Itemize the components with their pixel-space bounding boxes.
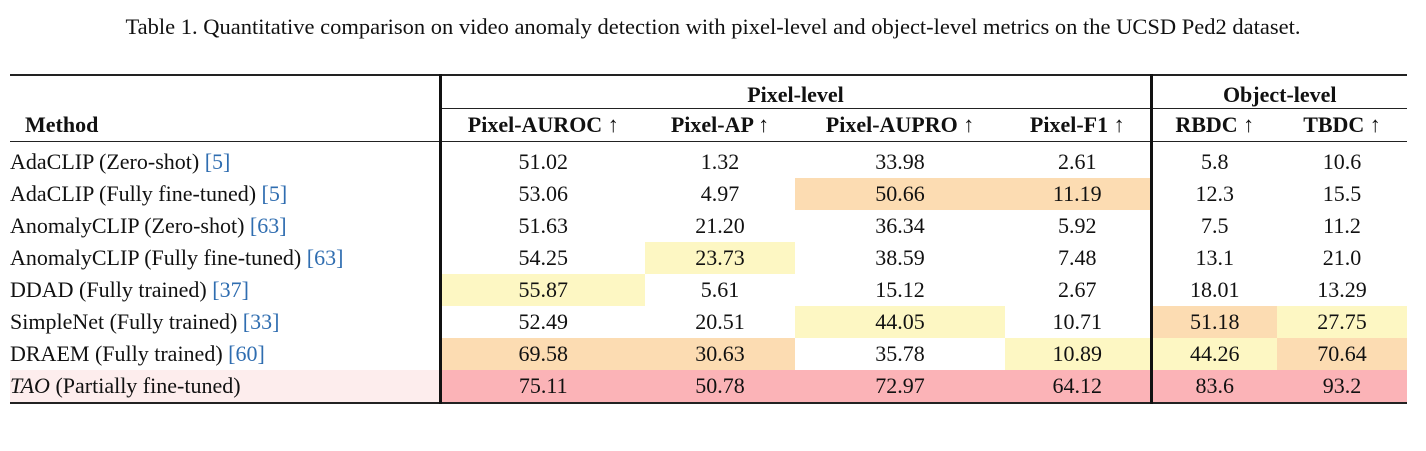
- rbdc-cell: 13.1: [1149, 242, 1277, 274]
- tbdc-cell: 13.29: [1317, 277, 1367, 302]
- method-cell: DDAD (Fully trained) [37]: [10, 274, 440, 306]
- rbdc-cell: 7.5: [1149, 210, 1277, 242]
- pixel-f1-cell: 64.12: [1005, 370, 1151, 403]
- group-header-empty: [10, 75, 440, 109]
- method-cell: AdaCLIP (Zero-shot) [5]: [10, 142, 440, 179]
- table-row: DRAEM (Fully trained) [60] 69.58 30.63 3…: [10, 338, 1407, 370]
- column-header-tbdc: TBDC ↑: [1303, 112, 1381, 137]
- tbdc-cell: 10.6: [1322, 149, 1362, 174]
- pixel-f1-cell: 10.71: [1052, 309, 1103, 334]
- pixel-auroc-cell: 54.25: [438, 242, 645, 274]
- method-cell: DRAEM (Fully trained) [60]: [10, 338, 440, 370]
- table-row: AnomalyCLIP (Fully fine-tuned) [63] 54.2…: [10, 242, 1407, 274]
- table-caption: Table 1. Quantitative comparison on vide…: [125, 14, 1301, 39]
- pixel-aupro-cell: 44.05: [795, 306, 1005, 338]
- pixel-f1-cell: 2.67: [1058, 277, 1097, 302]
- table-row: DDAD (Fully trained) [37] 55.87 5.61 15.…: [10, 274, 1407, 306]
- pixel-aupro-cell: 38.59: [875, 245, 925, 270]
- pixel-f1-cell: 7.48: [1058, 245, 1097, 270]
- method-name: AdaCLIP (Zero-shot): [10, 149, 200, 174]
- column-header-row: Method Pixel-AUROC ↑ Pixel-AP ↑ Pixel-AU…: [10, 108, 1407, 142]
- pixel-auroc-cell: 53.06: [438, 178, 645, 210]
- method-name-italic: TAO: [10, 373, 50, 398]
- citation-link[interactable]: [5]: [261, 181, 288, 206]
- pixel-ap-cell: 4.97: [700, 181, 740, 206]
- method-name: AnomalyCLIP (Fully fine-tuned): [10, 245, 302, 270]
- pixel-f1-cell: 11.19: [1005, 178, 1151, 210]
- pixel-f1-cell: 5.92: [1058, 213, 1097, 238]
- pixel-ap-cell: 30.63: [645, 338, 795, 370]
- table-row: AdaCLIP (Zero-shot) [5] 51.02 1.32 33.98…: [10, 141, 1407, 179]
- method-name: DDAD (Fully trained): [10, 277, 207, 302]
- pixel-ap-cell: 23.73: [645, 242, 795, 274]
- method-name: SimpleNet (Fully trained): [10, 309, 238, 334]
- table-row: AdaCLIP (Fully fine-tuned) [5] 53.06 4.9…: [10, 178, 1407, 210]
- pixel-aupro-cell: 50.66: [795, 178, 1005, 210]
- method-cell: AdaCLIP (Fully fine-tuned) [5]: [10, 178, 440, 210]
- pixel-f1-cell: 10.89: [1005, 338, 1151, 370]
- group-header-object-level: Object-level: [1149, 75, 1407, 109]
- rbdc-cell: 5.8: [1149, 141, 1277, 178]
- pixel-aupro-cell: 35.78: [875, 341, 925, 366]
- pixel-auroc-cell: 51.63: [438, 210, 645, 242]
- pixel-aupro-cell: 15.12: [875, 277, 925, 302]
- method-cell: SimpleNet (Fully trained) [33]: [10, 306, 440, 338]
- citation-link[interactable]: [37]: [212, 277, 249, 302]
- tbdc-cell: 21.0: [1322, 245, 1362, 270]
- column-header-rbdc: RBDC ↑: [1149, 108, 1277, 142]
- pixel-ap-cell: 21.20: [695, 213, 745, 238]
- pixel-ap-cell: 20.51: [695, 309, 745, 334]
- column-header-pixel-ap: Pixel-AP ↑: [670, 112, 770, 137]
- rbdc-cell: 18.01: [1149, 274, 1277, 306]
- pixel-f1-cell: 2.61: [1058, 149, 1097, 174]
- pixel-aupro-cell: 33.98: [875, 149, 925, 174]
- method-cell: AnomalyCLIP (Zero-shot) [63]: [10, 210, 440, 242]
- method-cell: AnomalyCLIP (Fully fine-tuned) [63]: [10, 242, 440, 274]
- column-header-pixel-auroc: Pixel-AUROC ↑: [438, 108, 645, 142]
- pixel-auroc-cell: 75.11: [438, 370, 645, 403]
- tbdc-cell: 11.2: [1323, 213, 1361, 238]
- citation-link[interactable]: [5]: [204, 149, 231, 174]
- column-header-pixel-f1: Pixel-F1 ↑: [1029, 112, 1125, 137]
- table-row-ours: TAO (Partially fine-tuned) 75.11 50.78 7…: [10, 370, 1407, 403]
- pixel-auroc-cell: 69.58: [438, 338, 645, 370]
- method-name-suffix: (Partially fine-tuned): [49, 373, 241, 398]
- table-row: AnomalyCLIP (Zero-shot) [63] 51.63 21.20…: [10, 210, 1407, 242]
- group-header-pixel-level: Pixel-level: [438, 75, 1151, 109]
- group-header-row: Pixel-level Object-level: [10, 75, 1407, 109]
- pixel-ap-cell: 50.78: [645, 370, 795, 403]
- tbdc-cell: 70.64: [1277, 338, 1407, 370]
- rbdc-cell: 83.6: [1149, 370, 1277, 403]
- method-cell: TAO (Partially fine-tuned): [10, 370, 440, 403]
- tbdc-cell: 93.2: [1277, 370, 1407, 403]
- citation-link[interactable]: [33]: [242, 309, 280, 334]
- column-header-method: Method: [25, 111, 99, 137]
- pixel-ap-cell: 1.32: [700, 149, 740, 174]
- pixel-ap-cell: 5.61: [700, 277, 740, 302]
- tbdc-cell: 15.5: [1322, 181, 1362, 206]
- rbdc-cell: 51.18: [1149, 306, 1277, 338]
- pixel-auroc-cell: 52.49: [438, 306, 645, 338]
- citation-link[interactable]: [63]: [306, 245, 344, 270]
- tbdc-cell: 27.75: [1277, 306, 1407, 338]
- rbdc-cell: 44.26: [1149, 338, 1277, 370]
- citation-link[interactable]: [63]: [249, 213, 287, 238]
- method-name: AnomalyCLIP (Zero-shot): [10, 213, 245, 238]
- pixel-aupro-cell: 72.97: [795, 370, 1005, 403]
- table-row: SimpleNet (Fully trained) [33] 52.49 20.…: [10, 306, 1407, 338]
- results-table: Pixel-level Object-level Method Pixel-AU…: [10, 74, 1407, 404]
- rbdc-cell: 12.3: [1149, 178, 1277, 210]
- citation-link[interactable]: [60]: [228, 341, 265, 366]
- pixel-auroc-cell: 55.87: [438, 274, 645, 306]
- method-name: DRAEM (Fully trained): [10, 341, 223, 366]
- column-header-pixel-aupro: Pixel-AUPRO ↑: [825, 112, 975, 137]
- pixel-auroc-cell: 51.02: [438, 141, 645, 178]
- method-name: AdaCLIP (Fully fine-tuned): [10, 181, 257, 206]
- pixel-aupro-cell: 36.34: [875, 213, 925, 238]
